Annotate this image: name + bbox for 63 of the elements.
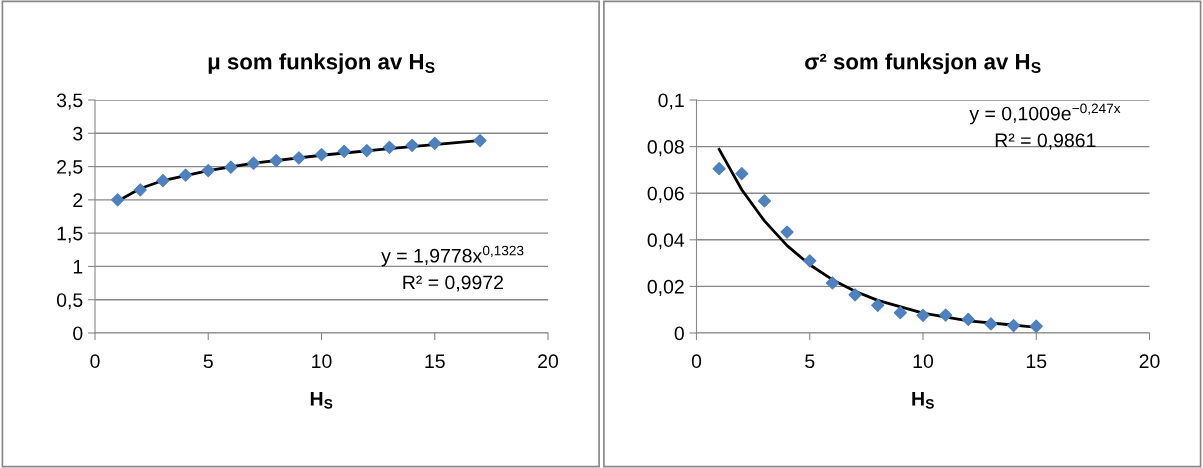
point [803,254,817,268]
x-tick-label: 10 [913,354,934,369]
point [201,163,215,178]
x-tick-label: 0 [90,354,100,369]
annotation: y = 1,9778x$^{0,1323}$ [381,245,524,267]
y-tick-label: 1,5 [57,226,83,243]
y-tick-label: 0,06 [647,186,684,203]
point [382,140,397,154]
point [360,144,374,158]
point [111,193,125,207]
point [246,156,261,170]
point [1007,318,1021,333]
point [735,167,749,181]
y-tick-label: 0,1 [658,93,684,110]
point [1029,319,1043,333]
y-tick-label: 0 [73,326,83,341]
y-tick-label: 0,5 [56,293,83,310]
point [269,153,283,168]
x-tick-label: 5 [805,354,815,369]
point [961,312,975,327]
point [712,162,726,176]
point [156,173,170,188]
x-axis-title: H$_{S}$ [310,392,333,409]
point [314,148,329,162]
point [984,317,998,331]
point [133,183,147,197]
point [848,288,862,302]
point [428,136,442,150]
x-tick-label: 10 [312,354,332,369]
y-tick-label: 0 [674,326,684,341]
x-tick-label: 15 [425,354,445,369]
point [292,151,306,165]
point [825,276,839,290]
x-tick-label: 5 [203,354,213,369]
annotation: y = 0,1009e$^{−0,247x}$ [969,103,1121,125]
x-tick-label: 20 [1139,354,1160,369]
point [473,134,487,148]
point [337,144,351,158]
point [224,160,238,174]
annotation: R² = 0,9861 [995,133,1096,150]
point [780,225,794,239]
x-axis-title: H$_{S}$ [912,392,934,409]
y-tick-label: 1 [73,260,83,274]
x-tick-label: 15 [1026,354,1047,369]
annotation: R² = 0,9972 [403,275,503,292]
y-tick-label: 2,5 [57,160,83,177]
point [179,168,193,182]
chart-title: σ² som funksjon av H$_{S}$ [805,53,1041,74]
point [871,298,885,312]
point [916,308,930,322]
point [893,306,907,320]
point [405,138,419,152]
x-tick-label: 20 [538,354,559,369]
y-tick-label: 0,04 [647,233,685,250]
x-tick-label: 0 [691,354,702,369]
chart-title: μ som funksjon av H$_{S}$ [208,53,435,74]
point [939,308,953,322]
y-tick-label: 0,02 [647,279,684,296]
y-tick-label: 0,08 [647,140,684,157]
y-tick-label: 2 [73,193,83,207]
y-tick-label: 3 [73,126,83,141]
y-tick-label: 3,5 [56,93,83,110]
point [757,194,772,208]
